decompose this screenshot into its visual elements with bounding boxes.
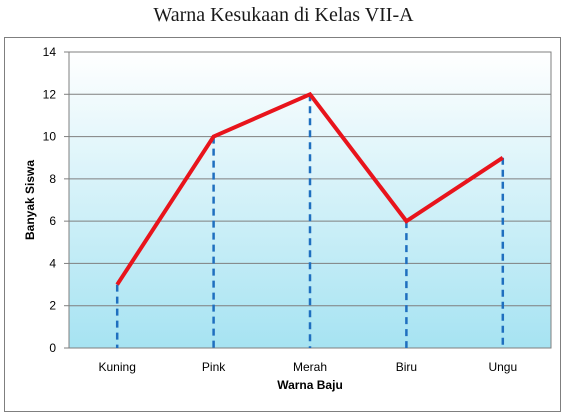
x-axis-label: Warna Baju [277,378,343,392]
x-tick-label: Kuning [99,360,136,374]
y-tick-label: 6 [49,214,56,228]
y-tick-label: 2 [49,299,56,313]
chart-title: Warna Kesukaan di Kelas VII-A [153,4,414,26]
y-tick-label: 0 [49,341,56,355]
x-tick-label: Biru [396,360,417,374]
y-tick-label: 12 [43,87,57,101]
y-tick-label: 14 [43,45,57,59]
x-tick-label: Merah [293,360,327,374]
x-tick-label: Ungu [488,360,517,374]
x-tick-label: Pink [202,360,226,374]
y-tick-label: 4 [49,256,56,270]
y-tick-label: 8 [49,172,56,186]
y-tick-label: 10 [43,130,57,144]
y-axis-label: Banyak Siswa [23,160,37,240]
